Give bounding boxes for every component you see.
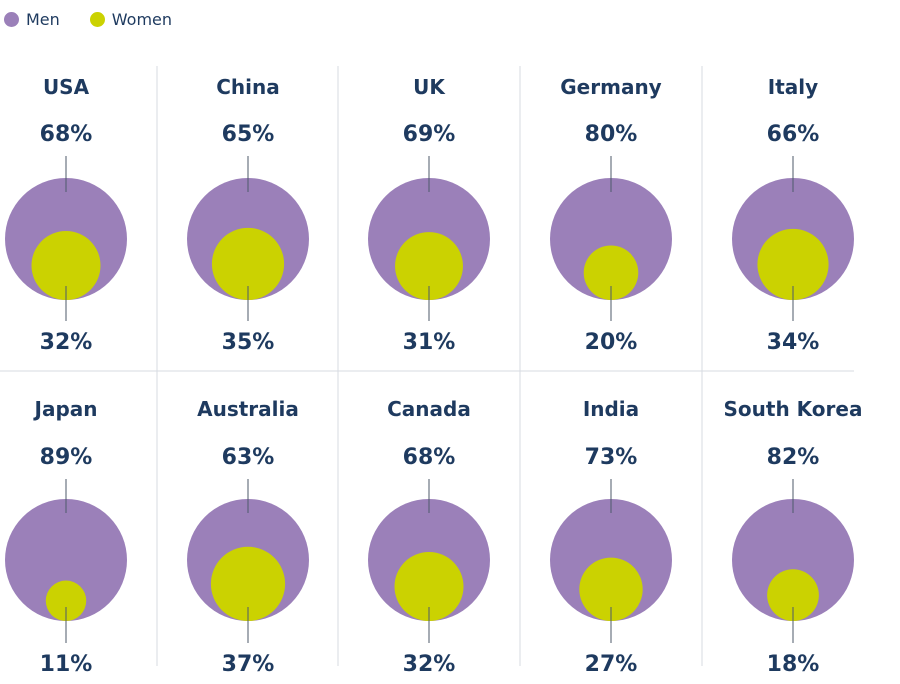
women-circle-canada [394,551,464,621]
country-label-south-korea: South Korea [724,397,863,421]
women-pct-south-korea: 18% [767,652,820,677]
legend-item-women: Women [89,9,173,29]
country-label-australia: Australia [197,397,299,421]
country-label-italy: Italy [768,75,818,99]
legend-swatch-men [4,11,19,27]
country-label-india: India [583,397,639,421]
men-circle-japan [5,499,127,621]
men-pct-australia: 63% [222,445,275,470]
women-circle-uk [395,232,463,300]
women-circle-italy [757,228,829,300]
men-pct-japan: 89% [40,445,93,470]
women-pct-uk: 31% [403,330,456,355]
women-pct-germany: 20% [585,330,638,355]
legend-label-women: Women [111,9,173,29]
women-pct-canada: 32% [403,652,456,677]
men-pct-south-korea: 82% [767,445,820,470]
country-label-uk: UK [413,75,446,99]
women-circle-india [579,557,643,621]
men-circle-south-korea [732,499,854,621]
country-label-china: China [216,75,280,99]
women-pct-japan: 11% [40,652,93,677]
men-pct-italy: 66% [767,122,820,147]
country-label-japan: Japan [33,397,98,421]
men-pct-canada: 68% [403,445,456,470]
women-pct-australia: 37% [222,652,275,677]
country-label-canada: Canada [387,397,471,421]
men-pct-usa: 68% [40,122,93,147]
men-pct-germany: 80% [585,122,638,147]
legend-swatch-women [89,11,105,27]
women-pct-italy: 34% [767,330,820,355]
women-circle-usa [31,230,101,300]
women-pct-india: 27% [585,652,638,677]
women-circle-south-korea [767,569,819,621]
women-circle-china [211,227,285,300]
women-circle-germany [583,245,639,300]
women-pct-usa: 32% [40,330,93,355]
chart-legend: Men Women [4,8,202,30]
country-label-germany: Germany [560,75,661,99]
women-circle-japan [45,580,87,622]
country-label-usa: USA [43,75,90,99]
men-pct-china: 65% [222,122,275,147]
men-pct-india: 73% [585,445,638,470]
men-pct-uk: 69% [403,122,456,147]
women-pct-china: 35% [222,330,275,355]
legend-item-men: Men [4,10,60,29]
legend-label-men: Men [26,9,60,29]
women-circle-australia [210,546,286,621]
men-circle-germany [550,178,672,300]
